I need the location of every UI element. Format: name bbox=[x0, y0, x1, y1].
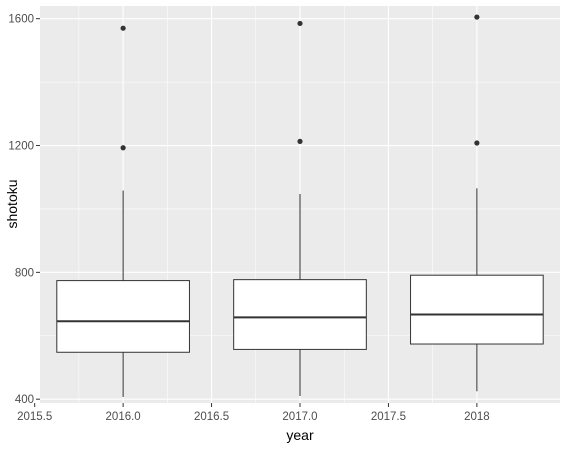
outlier-point bbox=[297, 20, 303, 27]
box bbox=[233, 279, 367, 350]
y-axis-title: shotoku bbox=[4, 179, 20, 228]
x-axis-title: year bbox=[286, 427, 314, 443]
outlier-point bbox=[297, 138, 303, 144]
boxes bbox=[56, 14, 544, 397]
x-tick-label: 2015.5 bbox=[17, 411, 52, 423]
x-tick-label: 2018 bbox=[464, 411, 490, 423]
x-tick-label: 2016.5 bbox=[194, 411, 229, 423]
y-tick-label: 1200 bbox=[8, 141, 34, 153]
box bbox=[410, 274, 544, 345]
x-tick-label: 2017.0 bbox=[282, 411, 317, 423]
y-tick-label: 400 bbox=[15, 394, 34, 406]
axes: 2015.5 2016.0 2016.5 2017.0 2017.5 2018 400 800… bbox=[8, 14, 489, 423]
outlier-point bbox=[120, 25, 126, 31]
x-tick-label: 2016.0 bbox=[106, 411, 141, 423]
outlier-point bbox=[120, 145, 126, 151]
y-tick-label: 800 bbox=[15, 267, 34, 279]
outlier-point bbox=[474, 14, 480, 20]
x-tick-label: 2017.5 bbox=[371, 411, 406, 423]
box bbox=[56, 280, 190, 353]
y-tick-label: 1600 bbox=[8, 14, 34, 26]
outlier-point bbox=[474, 140, 480, 146]
